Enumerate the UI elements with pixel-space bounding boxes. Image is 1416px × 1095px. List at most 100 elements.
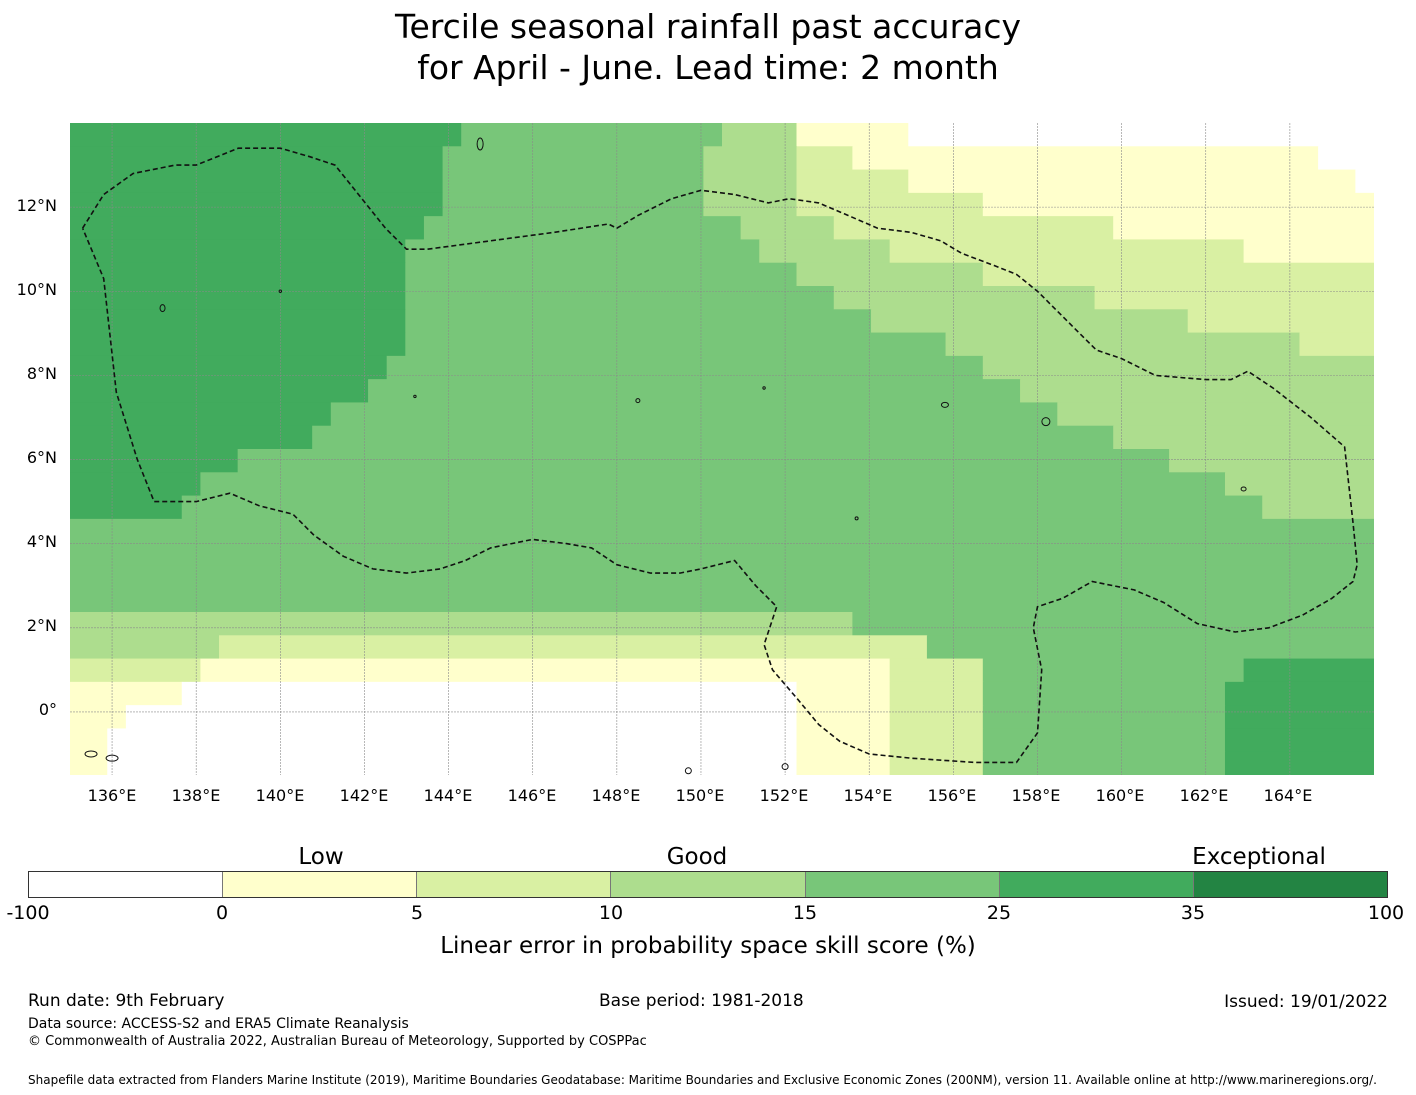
skill-cell bbox=[107, 751, 798, 775]
skill-cell bbox=[982, 728, 1226, 753]
skill-cell bbox=[70, 332, 406, 357]
skill-cell bbox=[722, 123, 798, 147]
island-outline bbox=[762, 386, 766, 390]
skill-map-canvas bbox=[70, 123, 1374, 775]
skill-cell bbox=[330, 402, 1058, 427]
skill-cell bbox=[70, 449, 239, 473]
skill-cell bbox=[70, 728, 108, 753]
skill-cell bbox=[740, 216, 835, 241]
skill-cell bbox=[405, 262, 798, 287]
skill-cell bbox=[70, 635, 220, 660]
skill-cell bbox=[70, 495, 183, 520]
skill-cell bbox=[70, 239, 406, 264]
shapefile-credit: Shapefile data extracted from Flanders M… bbox=[28, 1073, 1377, 1087]
colorbar-category-low: Low bbox=[298, 844, 344, 870]
lat-tick-label: 2°N bbox=[26, 616, 57, 635]
island-outline bbox=[684, 767, 692, 775]
skill-cell bbox=[1094, 286, 1374, 310]
skill-cell bbox=[70, 286, 406, 310]
skill-cell bbox=[1113, 425, 1374, 450]
skill-cell bbox=[852, 146, 1319, 171]
skill-cell bbox=[889, 751, 984, 775]
skill-cell bbox=[1113, 216, 1374, 241]
skill-cell bbox=[219, 635, 928, 660]
skill-cell bbox=[796, 705, 891, 730]
issued-date: Issued: 19/01/2022 bbox=[1224, 992, 1388, 1012]
skill-cell bbox=[70, 402, 332, 427]
skill-cell bbox=[908, 169, 1356, 194]
colorbar-tick: 15 bbox=[792, 902, 818, 924]
skill-cell bbox=[852, 612, 1374, 636]
skill-cell bbox=[405, 309, 872, 334]
skill-cell bbox=[70, 472, 201, 497]
skill-cell bbox=[181, 495, 1263, 520]
island-outline bbox=[413, 394, 417, 399]
lon-tick-label: 140°E bbox=[255, 786, 305, 805]
skill-cell bbox=[70, 612, 853, 636]
skill-cell bbox=[796, 728, 891, 753]
island-outline bbox=[781, 763, 789, 771]
skill-cell bbox=[1299, 332, 1374, 357]
skill-cell bbox=[1243, 658, 1374, 683]
lon-tick-label: 144°E bbox=[423, 786, 473, 805]
skill-cell bbox=[796, 192, 984, 217]
skill-cell bbox=[796, 751, 891, 775]
skill-cell bbox=[70, 146, 444, 171]
skill-cell bbox=[796, 681, 891, 706]
island-outline bbox=[940, 401, 949, 408]
lon-tick-label: 138°E bbox=[171, 786, 221, 805]
skill-cell bbox=[945, 332, 1301, 357]
skill-cell bbox=[889, 239, 1245, 264]
skill-cell bbox=[405, 332, 947, 357]
island-outline bbox=[105, 754, 119, 762]
skill-cell bbox=[368, 379, 1021, 404]
skill-cell bbox=[1224, 728, 1374, 753]
lat-tick-label: 6°N bbox=[26, 448, 57, 467]
skill-cell bbox=[1224, 751, 1374, 775]
colorbar-tick: 5 bbox=[410, 902, 424, 924]
skill-cell bbox=[1355, 169, 1374, 194]
skill-cell bbox=[703, 146, 798, 171]
lon-tick-label: 158°E bbox=[1011, 786, 1061, 805]
skill-cell bbox=[889, 705, 984, 730]
skill-cell bbox=[833, 216, 1114, 241]
colorbar-tick: 10 bbox=[598, 902, 624, 924]
skill-cell bbox=[70, 425, 313, 450]
lon-tick-label: 154°E bbox=[843, 786, 893, 805]
skill-cell bbox=[1224, 472, 1374, 497]
skill-cell bbox=[982, 192, 1374, 217]
skill-cell bbox=[442, 146, 704, 171]
skill-cell bbox=[461, 123, 723, 147]
skill-cell bbox=[1262, 495, 1374, 520]
skill-cell bbox=[70, 262, 406, 287]
island-outline bbox=[278, 289, 283, 293]
skill-cell bbox=[107, 728, 798, 753]
lon-tick-label: 146°E bbox=[507, 786, 557, 805]
island-outline bbox=[854, 516, 859, 521]
skill-cell bbox=[125, 705, 798, 730]
colorbar-tick: 0 bbox=[215, 902, 229, 924]
skill-cell bbox=[70, 379, 369, 404]
lon-tick-label: 150°E bbox=[675, 786, 725, 805]
skill-cell bbox=[982, 262, 1374, 287]
colorbar-segment bbox=[417, 872, 612, 897]
skill-cell bbox=[70, 309, 406, 334]
lat-tick-label: 10°N bbox=[16, 280, 57, 299]
skill-cell bbox=[70, 542, 1374, 567]
skill-cell bbox=[70, 681, 183, 706]
colorbar bbox=[28, 871, 1388, 898]
copyright: © Commonwealth of Australia 2022, Austra… bbox=[28, 1034, 647, 1049]
skill-cell bbox=[200, 658, 891, 683]
island-outline bbox=[1240, 486, 1247, 492]
skill-cell bbox=[237, 449, 1170, 473]
skill-cell bbox=[70, 123, 462, 147]
colorbar-segment bbox=[611, 872, 806, 897]
run-date: Run date: 9th February bbox=[28, 991, 225, 1011]
skill-cell bbox=[759, 239, 891, 264]
skill-cell bbox=[70, 751, 108, 775]
skill-cell bbox=[1318, 146, 1374, 171]
skill-cell bbox=[889, 681, 984, 706]
skill-cell bbox=[703, 192, 798, 217]
skill-cell bbox=[70, 518, 1374, 543]
skill-cell bbox=[70, 588, 1374, 613]
